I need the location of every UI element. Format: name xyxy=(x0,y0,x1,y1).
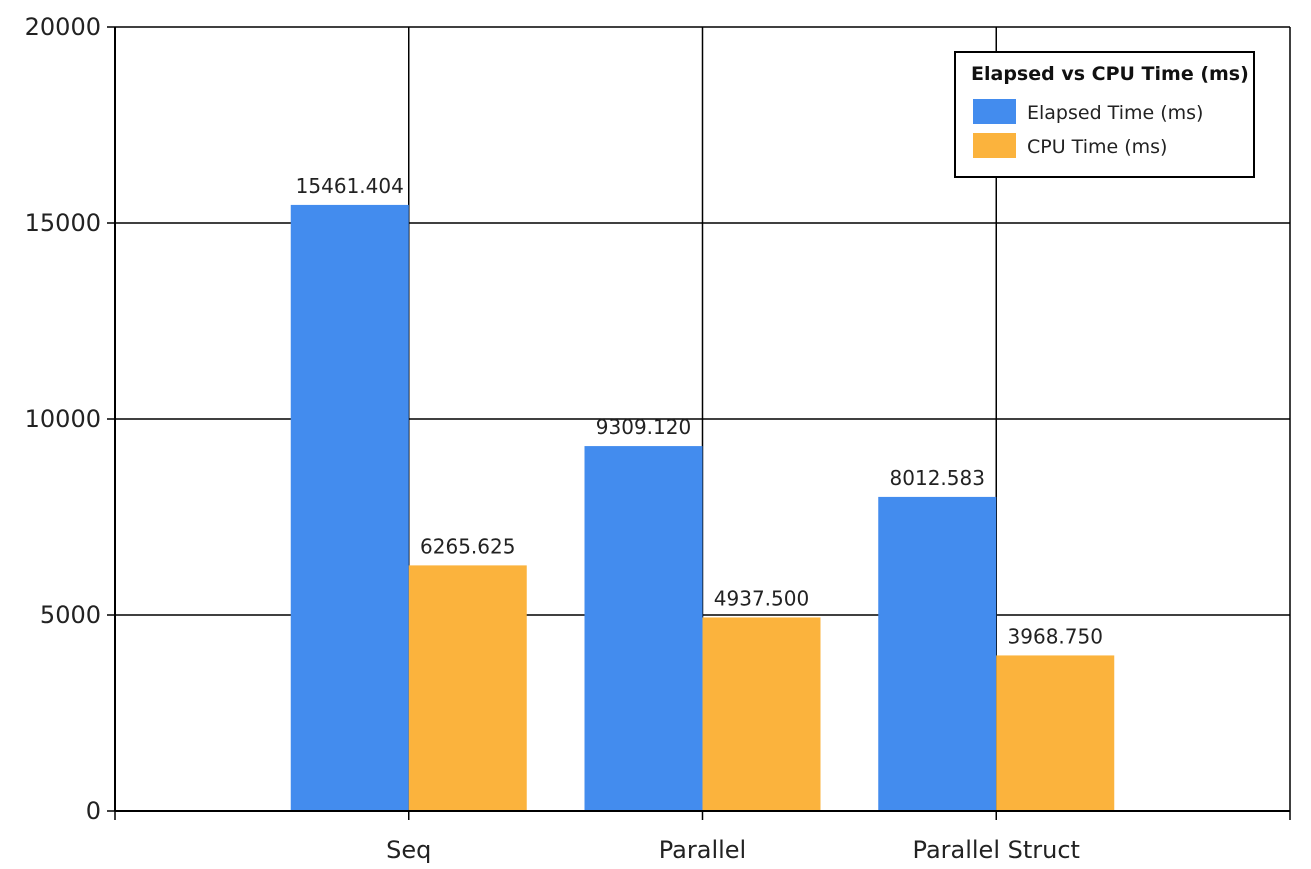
data-label: 4937.500 xyxy=(714,586,809,610)
data-label: 8012.583 xyxy=(890,466,985,490)
x-category-label: Parallel Struct xyxy=(913,836,1080,864)
bar-cpu-seq xyxy=(408,565,527,811)
y-tick-label: 0 xyxy=(86,797,101,825)
y-tick-label: 10000 xyxy=(25,405,101,433)
legend-swatch-elapsed xyxy=(973,99,1016,124)
data-label: 3968.750 xyxy=(1008,624,1103,648)
legend-swatch-cpu xyxy=(973,133,1016,158)
bar-elapsed-seq xyxy=(290,204,409,811)
x-category-label: Parallel xyxy=(659,836,746,864)
data-label: 15461.404 xyxy=(296,174,404,198)
bar-elapsed-parallel xyxy=(584,446,703,811)
data-label: 9309.120 xyxy=(596,415,691,439)
bar-elapsed-parallel-struct xyxy=(878,496,997,811)
bar-cpu-parallel xyxy=(702,617,821,811)
data-labels: 15461.404 6265.625 9309.120 4937.500 8012.58… xyxy=(296,174,1103,649)
legend-title: Elapsed vs CPU Time (ms) xyxy=(971,63,1249,85)
axes: 0 5000 10000 15000 20000 Seq Parallel Parallel … xyxy=(25,13,1291,864)
legend: Elapsed vs CPU Time (ms) Elapsed Time (m… xyxy=(954,51,1255,178)
legend-label-elapsed: Elapsed Time (ms) xyxy=(1027,102,1203,124)
bars xyxy=(290,204,1115,811)
y-tick-label: 20000 xyxy=(25,13,101,41)
x-category-label: Seq xyxy=(386,836,431,864)
y-tick-label: 5000 xyxy=(40,601,101,629)
data-label: 6265.625 xyxy=(420,534,515,558)
legend-label-cpu: CPU Time (ms) xyxy=(1027,136,1167,158)
bar-cpu-parallel-struct xyxy=(996,655,1115,811)
y-tick-label: 15000 xyxy=(25,209,101,237)
